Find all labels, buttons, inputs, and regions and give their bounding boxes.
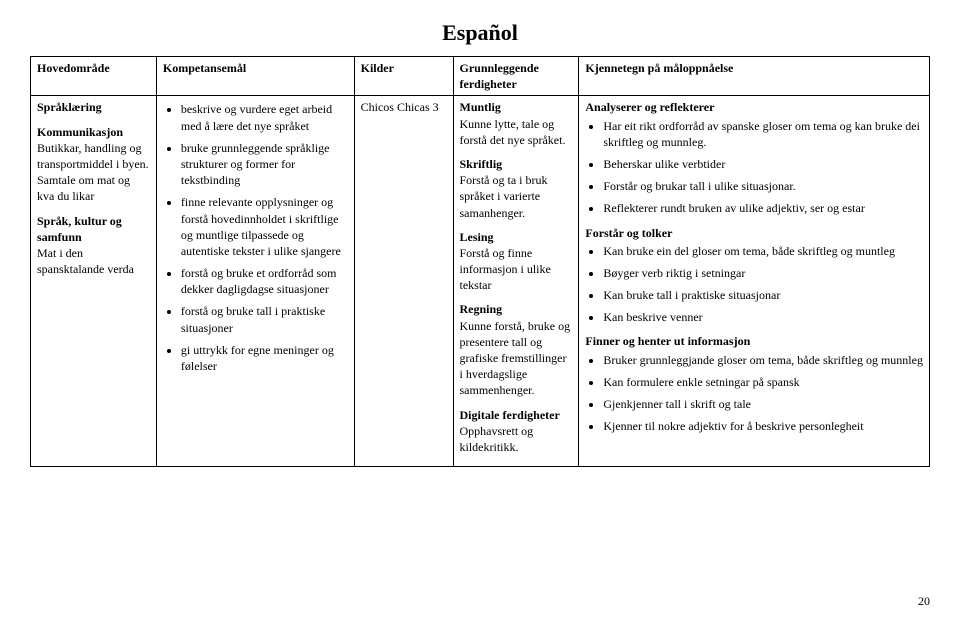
cell-kompetansemal: beskrive og vurdere eget arbeid med å læ… — [156, 96, 354, 467]
kompetansemal-list: beskrive og vurdere eget arbeid med å læ… — [163, 101, 348, 374]
kommunikasjon-label: Kommunikasjon — [37, 124, 150, 140]
list-item: Kjenner til nokre adjektiv for å beskriv… — [603, 418, 923, 434]
finner-list: Bruker grunnleggjande gloser om tema, bå… — [585, 352, 923, 435]
digitale-text: Opphavsrett og kildekritikk. — [460, 423, 573, 455]
sprak-kultur-text: Mat i den spansktalande verda — [37, 245, 150, 277]
table-header-row: Hovedområde Kompetansemål Kilder Grunnle… — [31, 57, 930, 96]
finner-label: Finner og henter ut informasjon — [585, 333, 923, 349]
list-item: finne relevante opplysninger og forstå h… — [181, 194, 348, 259]
digitale-label: Digitale ferdigheter — [460, 408, 560, 422]
list-item: Bøyger verb riktig i setningar — [603, 265, 923, 281]
skriftlig-label: Skriftlig — [460, 157, 503, 171]
cell-grunnleggende: Muntlig Kunne lytte, tale og forstå det … — [453, 96, 579, 467]
kommunikasjon-text: Butikkar, handling og transportmiddel i … — [37, 140, 150, 205]
cell-kjennetegn: Analyserer og reflekterer Har eit rikt o… — [579, 96, 930, 467]
cell-hovedomrade: Språklæring Kommunikasjon Butikkar, hand… — [31, 96, 157, 467]
spraklaering-label: Språklæring — [37, 99, 150, 115]
list-item: beskrive og vurdere eget arbeid med å læ… — [181, 101, 348, 133]
analyserer-label: Analyserer og reflekterer — [585, 99, 923, 115]
list-item: Kan bruke tall i praktiske situasjonar — [603, 287, 923, 303]
page-number: 20 — [918, 594, 930, 609]
kilder-source: Chicos Chicas 3 — [361, 99, 447, 115]
header-kilder: Kilder — [354, 57, 453, 96]
header-hovedomrade: Hovedområde — [31, 57, 157, 96]
list-item: Bruker grunnleggjande gloser om tema, bå… — [603, 352, 923, 368]
table-row: Språklæring Kommunikasjon Butikkar, hand… — [31, 96, 930, 467]
header-grunnleggende: Grunnleggende ferdigheter — [453, 57, 579, 96]
list-item: Forstår og brukar tall i ulike situasjon… — [603, 178, 923, 194]
forstar-label: Forstår og tolker — [585, 225, 923, 241]
header-kompetansemal: Kompetansemål — [156, 57, 354, 96]
skriftlig-text: Forstå og ta i bruk språket i varierte s… — [460, 172, 573, 221]
muntlig-label: Muntlig — [460, 100, 501, 114]
forstar-list: Kan bruke ein del gloser om tema, både s… — [585, 243, 923, 326]
page-title: Español — [30, 20, 930, 46]
lesing-text: Forstå og finne informasjon i ulike teks… — [460, 245, 573, 294]
header-kjennetegn: Kjennetegn på måloppnåelse — [579, 57, 930, 96]
cell-kilder: Chicos Chicas 3 — [354, 96, 453, 467]
list-item: gi uttrykk for egne meninger og følelser — [181, 342, 348, 374]
list-item: forstå og bruke tall i praktiske situasj… — [181, 303, 348, 335]
list-item: Kan formulere enkle setningar på spansk — [603, 374, 923, 390]
lesing-label: Lesing — [460, 230, 494, 244]
list-item: Beherskar ulike verbtider — [603, 156, 923, 172]
regning-text: Kunne forstå, bruke og presentere tall o… — [460, 318, 573, 399]
analyserer-list: Har eit rikt ordforråd av spanske gloser… — [585, 118, 923, 217]
list-item: Gjenkjenner tall i skrift og tale — [603, 396, 923, 412]
list-item: forstå og bruke et ordforråd som dekker … — [181, 265, 348, 297]
list-item: Kan beskrive venner — [603, 309, 923, 325]
curriculum-table: Hovedområde Kompetansemål Kilder Grunnle… — [30, 56, 930, 467]
regning-label: Regning — [460, 302, 503, 316]
list-item: Reflekterer rundt bruken av ulike adjekt… — [603, 200, 923, 216]
list-item: Har eit rikt ordforråd av spanske gloser… — [603, 118, 923, 150]
list-item: Kan bruke ein del gloser om tema, både s… — [603, 243, 923, 259]
list-item: bruke grunnleggende språklige strukturer… — [181, 140, 348, 189]
sprak-kultur-label: Språk, kultur og samfunn — [37, 213, 150, 245]
muntlig-text: Kunne lytte, tale og forstå det nye språ… — [460, 116, 573, 148]
